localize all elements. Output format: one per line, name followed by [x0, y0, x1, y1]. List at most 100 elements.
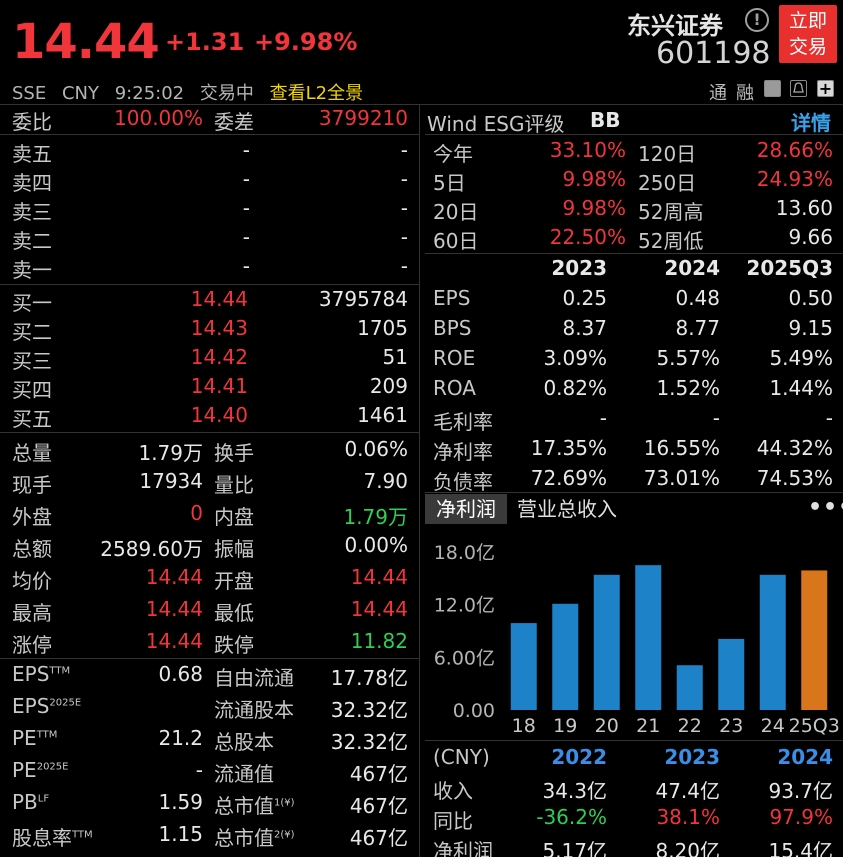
return-label: 5日: [433, 171, 466, 195]
x-tick-label: 22: [678, 715, 702, 737]
stat-value: 0.06%: [344, 437, 408, 461]
bar-23[interactable]: [718, 638, 745, 710]
esg-detail-link[interactable]: 详情: [791, 111, 831, 135]
fin-year-header: 2023: [551, 256, 607, 280]
x-tick-label: 18: [512, 715, 536, 737]
valuation-label: 总股本: [214, 726, 274, 755]
annual-year-header: 2024: [777, 745, 833, 769]
divider: [425, 492, 843, 493]
return-value: 33.10%: [549, 138, 626, 162]
more-icon[interactable]: •••: [808, 495, 843, 520]
bar-20[interactable]: [593, 574, 620, 710]
annual-value: 34.3亿: [542, 779, 607, 803]
alert-bell-icon[interactable]: [790, 80, 807, 97]
bar-24[interactable]: [759, 574, 786, 710]
tong-label: 通: [709, 83, 727, 104]
stat-value: 14.44: [145, 629, 203, 653]
ask-price: -: [242, 254, 250, 278]
fin-value: 8.77: [675, 316, 720, 340]
annual-year-header: 2023: [664, 745, 720, 769]
edit-icon[interactable]: [764, 80, 781, 97]
bid-volume: 1705: [357, 316, 408, 340]
bar-22[interactable]: [676, 665, 703, 710]
stat-value: 11.82: [350, 629, 408, 653]
exchange-label: SSE: [12, 83, 47, 104]
ask-level-label: 卖一: [12, 258, 52, 282]
fin-value: 9.15: [788, 316, 833, 340]
fin-value: 0.82%: [543, 376, 607, 400]
tab-net-profit[interactable]: 净利润: [425, 494, 507, 524]
annual-row-label: 同比: [433, 809, 473, 833]
annual-value: 8.20亿: [655, 839, 720, 857]
annual-value: 5.17亿: [542, 839, 607, 857]
stat-value: 17934: [139, 469, 203, 493]
stat-value: 0.00%: [344, 533, 408, 557]
add-watchlist-icon[interactable]: +: [817, 79, 834, 98]
annual-value: -36.2%: [536, 805, 607, 829]
valuation-label: 股息率TTM: [12, 822, 93, 851]
trade-now-button[interactable]: 立即 交易: [779, 5, 837, 63]
fin-value: 5.49%: [769, 346, 833, 370]
bar-19[interactable]: [552, 603, 579, 710]
valuation-value: 32.32亿: [330, 698, 408, 722]
fin-value: 17.35%: [530, 436, 607, 460]
stat-value: 14.44: [145, 565, 203, 589]
ask-volume: -: [400, 196, 408, 220]
bar-18[interactable]: [510, 623, 537, 710]
annual-value: 38.1%: [656, 805, 720, 829]
stat-value: 14.44: [350, 597, 408, 621]
fin-value: 3.09%: [543, 346, 607, 370]
stat-label: 外盘: [12, 505, 52, 529]
return-label: 250日: [638, 171, 697, 195]
quote-time: 9:25:02: [114, 83, 185, 104]
stat-value: 7.90: [363, 469, 408, 493]
fin-value: 44.32%: [756, 436, 833, 460]
rong-label: 融: [736, 83, 754, 104]
y-tick-label: 12.0亿: [434, 595, 495, 617]
valuation-label: 总市值2(¥): [214, 822, 295, 851]
annual-row-label: 净利润: [433, 839, 493, 857]
ask-level-label: 卖三: [12, 200, 52, 224]
fin-value: 73.01%: [643, 466, 720, 490]
valuation-value: 1.59: [158, 790, 203, 814]
return-label: 52周低: [638, 229, 704, 253]
valuation-value: 17.78亿: [330, 666, 408, 690]
stat-label: 最低: [214, 601, 254, 625]
valuation-label-text: PB: [12, 790, 38, 814]
valuation-label-text: 自由流通: [214, 666, 294, 690]
valuation-label-text: 流通股本: [214, 698, 294, 722]
info-icon[interactable]: !: [745, 8, 769, 32]
bar-25Q3[interactable]: [801, 570, 828, 710]
return-value: 24.93%: [756, 167, 833, 191]
valuation-value: 21.2: [158, 726, 203, 750]
fin-value: 72.69%: [530, 466, 607, 490]
valuation-label-text: PE: [12, 758, 37, 782]
valuation-label: EPSTTM: [12, 662, 70, 686]
stat-label: 现手: [12, 473, 52, 497]
return-value: 9.66: [788, 225, 833, 249]
fin-value: -: [712, 406, 720, 430]
bar-21[interactable]: [635, 565, 662, 710]
return-value: 13.60: [775, 196, 833, 220]
stat-label: 总量: [12, 441, 52, 465]
fin-year-header: 2025Q3: [746, 256, 833, 280]
fin-row-label: 负债率: [433, 470, 493, 494]
divider: [425, 740, 843, 741]
stat-value: 0: [190, 501, 203, 525]
fin-value: -: [825, 406, 833, 430]
ask-level-label: 卖四: [12, 171, 52, 195]
valuation-label-text: 流通值: [214, 762, 274, 786]
x-tick-label: 25Q3: [789, 715, 840, 737]
valuation-label-text: EPS: [12, 662, 50, 686]
divider: [0, 284, 419, 285]
tab-revenue[interactable]: 营业总收入: [517, 497, 617, 521]
bid-volume: 3795784: [318, 287, 408, 311]
bid-level-label: 买一: [12, 291, 52, 315]
annual-year-header: 2022: [551, 745, 607, 769]
bid-price: 14.44: [190, 287, 248, 311]
divider: [425, 134, 843, 135]
bid-volume: 51: [382, 345, 408, 369]
valuation-label-sup: TTM: [36, 729, 58, 741]
view-l2-link[interactable]: 查看L2全景: [269, 83, 364, 104]
y-tick-label: 0.00: [453, 700, 495, 722]
